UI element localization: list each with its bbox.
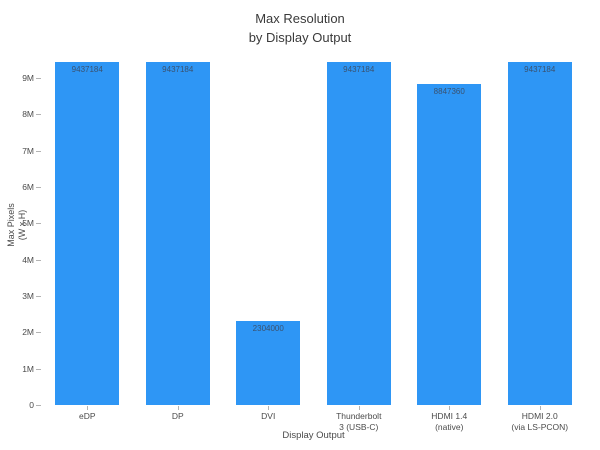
x-tick-mark [358, 406, 360, 410]
bar-dvi: 2304000 [236, 321, 301, 405]
bar-hdmi-1-4: 8847360 [417, 83, 482, 405]
x-tick-mark [177, 406, 179, 410]
chart-title: Max Resolution by Display Output [0, 9, 600, 47]
y-tick-mark [36, 296, 41, 298]
y-tick-label: 0 [29, 400, 34, 410]
plot-area: 9437184 9437184 2304000 9437184 8847360 94371… [42, 45, 585, 405]
y-tick-mark [36, 187, 41, 189]
x-tick-label: DVI [223, 411, 313, 422]
bar-dp: 9437184 [145, 62, 210, 405]
y-tick-label: 1M [22, 363, 34, 374]
x-tick-label-line: HDMI 1.4 [431, 411, 468, 421]
x-tick-label: eDP [42, 411, 132, 422]
y-tick-mark [36, 405, 41, 406]
x-tick-label-line: (via LS-PCON) [511, 422, 569, 432]
y-tick-label: 3M [22, 291, 34, 302]
chart-title-line1: Max Resolution [255, 11, 345, 26]
x-tick-mark [87, 406, 89, 410]
y-tick-mark [36, 78, 41, 80]
x-tick-label-line: (native) [435, 422, 464, 432]
y-tick-mark [36, 114, 41, 116]
y-tick-label: 9M [22, 73, 34, 84]
y-tick-label: 5M [22, 218, 34, 229]
x-tick-label-line: Thunderbolt [336, 411, 382, 421]
x-tick-label-line: DVI [261, 411, 276, 421]
bar-hdmi-2-0: 9437184 [507, 62, 572, 405]
y-tick-mark [36, 259, 41, 261]
chart-title-line2: by Display Output [248, 30, 352, 45]
y-tick-label: 2M [22, 327, 34, 338]
x-tick-mark [268, 406, 270, 410]
bar-value-label: 9437184 [162, 65, 194, 75]
x-tick-label-line: eDP [78, 411, 96, 421]
bar-value-label: 9437184 [343, 65, 375, 75]
y-tick-mark [36, 332, 41, 334]
y-tick-mark [36, 223, 41, 225]
bar-edp: 9437184 [55, 62, 120, 405]
bar-value-label: 9437184 [524, 65, 556, 75]
y-tick-label: 8M [22, 109, 34, 120]
y-tick-mark [36, 368, 41, 370]
x-tick-label-line: 3 (USB-C) [339, 422, 379, 432]
y-tick-mark [36, 150, 41, 152]
bar-value-label: 8847360 [433, 86, 465, 96]
x-tick-mark [539, 406, 541, 410]
y-tick-label: 4M [22, 254, 34, 265]
x-tick-label: DP [133, 411, 223, 422]
x-tick-mark [449, 406, 451, 410]
x-tick-label: HDMI 1.4 (native) [404, 411, 494, 433]
bar-value-label: 9437184 [71, 65, 103, 75]
y-tick-label: 7M [22, 145, 34, 156]
x-tick-label: HDMI 2.0 (via LS-PCON) [495, 411, 585, 433]
x-axis-title: Display Output [282, 430, 345, 441]
x-tick-label: Thunderbolt 3 (USB-C) [314, 411, 404, 433]
bar-value-label: 2304000 [252, 324, 284, 334]
x-tick-label-line: DP [171, 411, 184, 421]
y-tick-label: 6M [22, 182, 34, 193]
x-tick-label-line: HDMI 2.0 [521, 411, 558, 421]
bar-thunderbolt: 9437184 [326, 62, 391, 405]
